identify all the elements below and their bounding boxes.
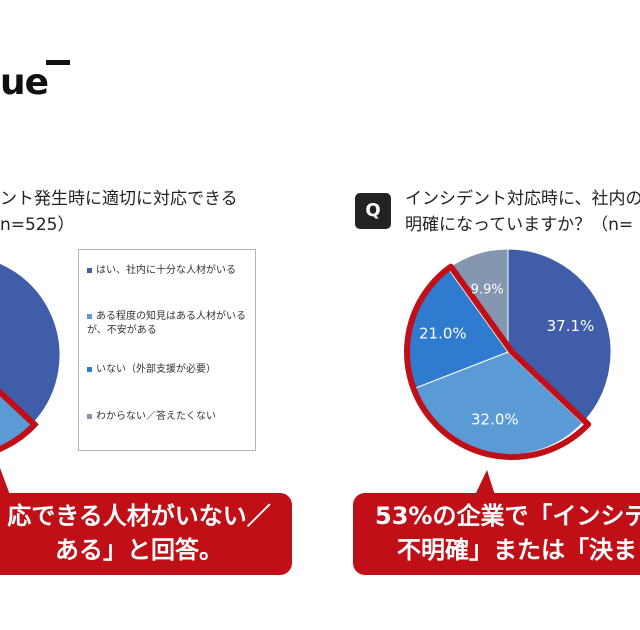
logo-bar [46,60,70,65]
callout-pointer [475,470,495,495]
legend-item: はい、社内に十分な人材がいる [87,264,247,278]
callout-pointer [0,468,10,495]
legend-swatch [87,366,92,372]
left-callout: 応できる人材がいない／ ある」と回答。 [0,493,292,575]
legend-item: いない（外部支援が必要） [87,363,247,377]
legend-label: いない（外部支援が必要） [96,364,216,375]
legend-swatch [87,267,92,273]
question-badge: Q [355,193,391,229]
right-chart-title-line2: 明確になっていますか？（n= [405,215,634,235]
pie-data-label: 37.1% [547,317,595,335]
left-callout-line2: ある」と回答。 [55,536,223,564]
right-chart-title-line1: インシデント対応時に、社内の [405,189,640,209]
pie-data-label: 32.0% [471,411,519,429]
pie-slice [507,248,612,424]
legend-swatch [87,313,92,319]
right-callout-line1: 53%の企業で「インシデ [375,502,640,530]
legend-label: はい、社内に十分な人材がいる [96,265,236,276]
legend-label: わからない／答えたくない [96,411,216,422]
right-callout-line2: 不明確」または「決ま [397,536,637,564]
legend-label: ある程度の知見はある人材がいるが、不安がある [87,311,246,336]
legend-swatch [87,413,92,419]
right-callout: 53%の企業で「インシデ 不明確」または「決ま [353,493,640,575]
legend-item: わからない／答えたくない [87,410,247,424]
right-pie-chart: 37.1% 32.0% 21.0% 9.9% [404,248,612,460]
callout-pointers [0,468,495,495]
logo: ue [0,62,49,103]
left-callout-line1: 応できる人材がいない／ [7,502,271,530]
left-pie-chart [0,262,61,453]
legend-item: ある程度の知見はある人材がいるが、不安がある [87,310,247,338]
left-chart-title-line1: ント発生時に適切に対応できる [0,189,238,209]
pie-data-label: 9.9% [471,282,504,297]
highlight-outline [0,388,39,453]
highlight-outline [404,263,592,460]
left-chart-title-line2: n=525） [0,215,75,235]
left-chart-legend: はい、社内に十分な人材がいる ある程度の知見はある人材がいるが、不安がある いな… [78,249,256,451]
pie-slice [0,262,61,425]
pie-data-label: 21.0% [419,325,467,343]
